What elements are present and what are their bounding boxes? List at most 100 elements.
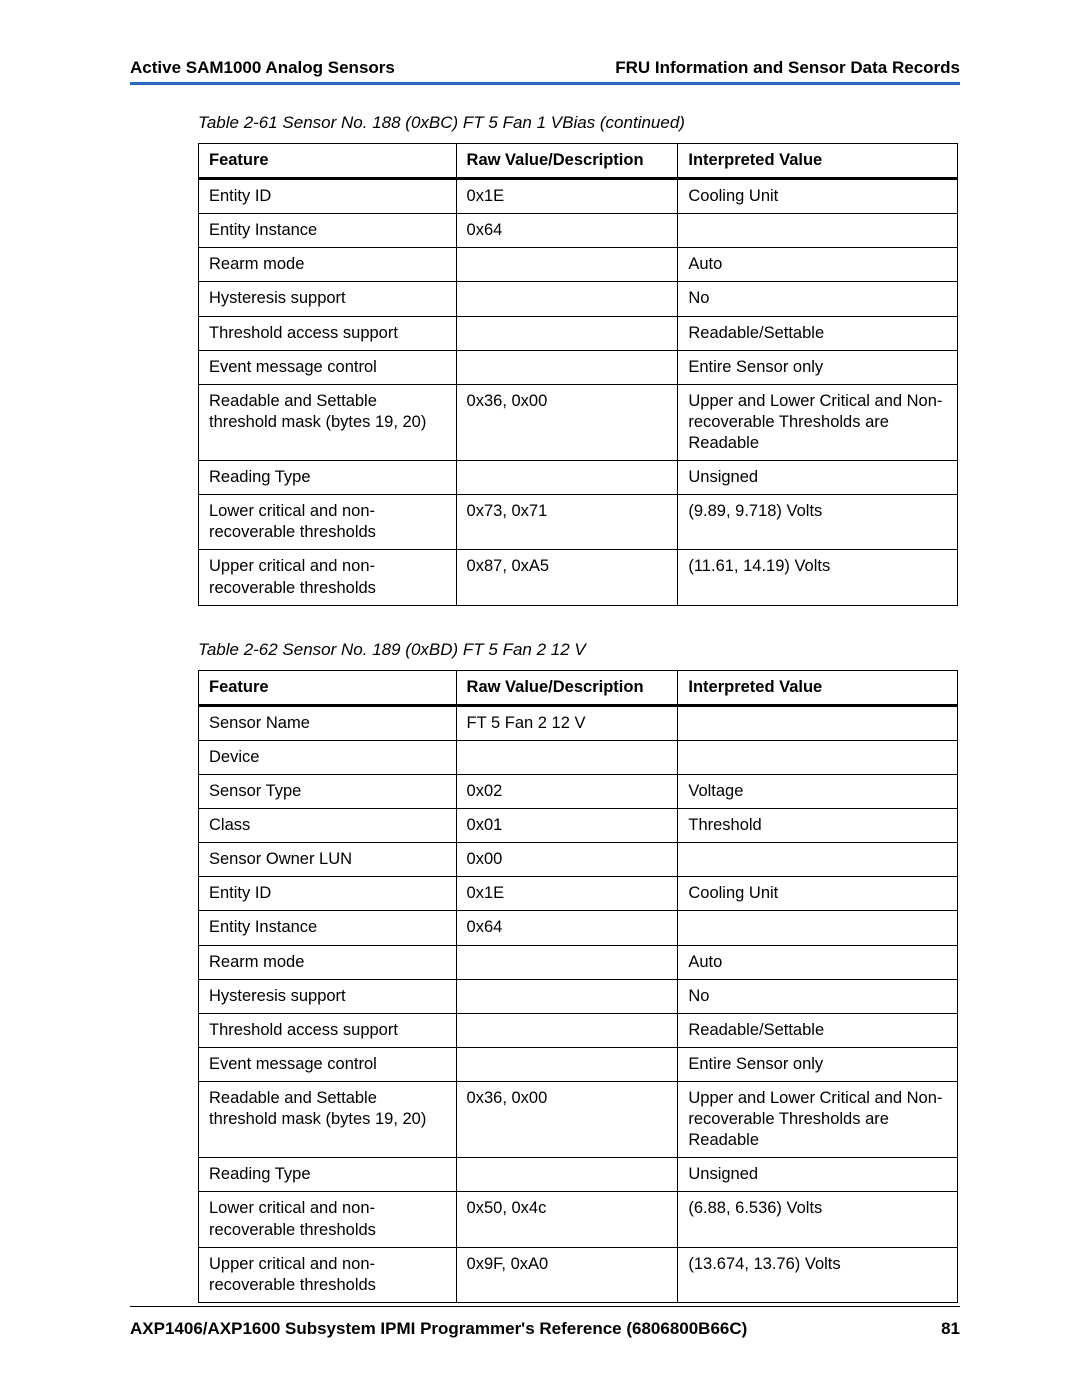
table-row: Rearm mode Auto	[199, 248, 958, 282]
table-cell: 0x1E	[456, 877, 678, 911]
table-cell: (9.89, 9.718) Volts	[678, 495, 958, 550]
header-rule	[130, 82, 960, 85]
footer-left: AXP1406/AXP1600 Subsystem IPMI Programme…	[130, 1319, 747, 1339]
footer-rule	[130, 1306, 960, 1307]
table-cell: Unsigned	[678, 461, 958, 495]
table-cell: Entire Sensor only	[678, 1047, 958, 1081]
table-caption-2: Table 2-62 Sensor No. 189 (0xBD) FT 5 Fa…	[198, 640, 960, 660]
table-cell: Readable/Settable	[678, 1013, 958, 1047]
table-cell: Upper and Lower Critical and Non-recover…	[678, 384, 958, 460]
table-row: Lower critical and non-recoverable thres…	[199, 1192, 958, 1247]
table-cell: Rearm mode	[199, 945, 457, 979]
table-cell: Entity ID	[199, 877, 457, 911]
table-cell: Readable/Settable	[678, 316, 958, 350]
table-cell: Threshold access support	[199, 1013, 457, 1047]
table-cell	[456, 979, 678, 1013]
table-cell: 0x73, 0x71	[456, 495, 678, 550]
table-cell: Lower critical and non-recoverable thres…	[199, 495, 457, 550]
table-cell	[456, 1047, 678, 1081]
table-cell: (11.61, 14.19) Volts	[678, 550, 958, 605]
table-cell	[678, 214, 958, 248]
table-cell	[678, 705, 958, 740]
page-header: Active SAM1000 Analog Sensors FRU Inform…	[130, 58, 960, 78]
table-cell	[456, 248, 678, 282]
footer-page-number: 81	[941, 1319, 960, 1339]
table-row: Threshold access support Readable/Settabl…	[199, 316, 958, 350]
table-cell: Reading Type	[199, 461, 457, 495]
table-cell: Device	[199, 740, 457, 774]
table-row: Entity ID0x1ECooling Unit	[199, 179, 958, 214]
table-cell	[456, 461, 678, 495]
table-row: Sensor NameFT 5 Fan 2 12 V	[199, 705, 958, 740]
table-cell: (13.674, 13.76) Volts	[678, 1247, 958, 1302]
table-cell: No	[678, 979, 958, 1013]
footer-row: AXP1406/AXP1600 Subsystem IPMI Programme…	[130, 1319, 960, 1339]
table-2-body: Sensor NameFT 5 Fan 2 12 VDeviceSensor T…	[199, 705, 958, 1302]
table-cell: Event message control	[199, 1047, 457, 1081]
table-cell	[678, 911, 958, 945]
table-cell: Upper and Lower Critical and Non-recover…	[678, 1081, 958, 1157]
table-cell: 0x64	[456, 214, 678, 248]
table-cell	[456, 350, 678, 384]
table-cell: Lower critical and non-recoverable thres…	[199, 1192, 457, 1247]
table-cell: 0x1E	[456, 179, 678, 214]
table-row: Reading Type Unsigned	[199, 461, 958, 495]
col-feature: Feature	[199, 144, 457, 179]
table-cell: 0x01	[456, 809, 678, 843]
header-left: Active SAM1000 Analog Sensors	[130, 58, 395, 78]
table-cell: Entity ID	[199, 179, 457, 214]
page-footer: AXP1406/AXP1600 Subsystem IPMI Programme…	[130, 1306, 960, 1339]
table-cell: Cooling Unit	[678, 877, 958, 911]
table-cell: Threshold access support	[199, 316, 457, 350]
table-row: Reading TypeUnsigned	[199, 1158, 958, 1192]
header-right: FRU Information and Sensor Data Records	[615, 58, 960, 78]
table-cell: Upper critical and non-recoverable thres…	[199, 1247, 457, 1302]
table-cell: Auto	[678, 248, 958, 282]
table-cell: Auto	[678, 945, 958, 979]
table-row: Upper critical and non-recoverable thres…	[199, 1247, 958, 1302]
col-interpreted: Interpreted Value	[678, 144, 958, 179]
table-header-row: Feature Raw Value/Description Interprete…	[199, 144, 958, 179]
table-cell: Rearm mode	[199, 248, 457, 282]
table-row: Event message control Entire Sensor only	[199, 1047, 958, 1081]
table-row: Readable and Settable threshold mask (by…	[199, 384, 958, 460]
table-row: Rearm mode Auto	[199, 945, 958, 979]
table-cell: Entity Instance	[199, 214, 457, 248]
table-row: Device	[199, 740, 958, 774]
table-cell	[456, 740, 678, 774]
table-row: Threshold access support Readable/Settabl…	[199, 1013, 958, 1047]
table-2: Feature Raw Value/Description Interprete…	[198, 670, 958, 1303]
table-cell	[456, 316, 678, 350]
table-cell: 0x02	[456, 774, 678, 808]
table-row: Readable and Settable threshold mask (by…	[199, 1081, 958, 1157]
table-cell	[456, 1158, 678, 1192]
page-body: Active SAM1000 Analog Sensors FRU Inform…	[0, 0, 1080, 1303]
table-1: Feature Raw Value/Description Interprete…	[198, 143, 958, 606]
col-interpreted: Interpreted Value	[678, 670, 958, 705]
table-cell	[678, 843, 958, 877]
table-1-body: Entity ID0x1ECooling UnitEntity Instance…	[199, 179, 958, 606]
table-cell: 0x9F, 0xA0	[456, 1247, 678, 1302]
table-cell	[456, 1013, 678, 1047]
table-row: Event message controlEntire Sensor only	[199, 350, 958, 384]
table-cell: Event message control	[199, 350, 457, 384]
table-cell: 0x00	[456, 843, 678, 877]
table-cell: (6.88, 6.536) Volts	[678, 1192, 958, 1247]
table-row: Hysteresis supportNo	[199, 282, 958, 316]
table-row: Upper critical and non-recoverable thres…	[199, 550, 958, 605]
table-row: Entity Instance0x64	[199, 214, 958, 248]
table-row: Class0x01Threshold	[199, 809, 958, 843]
table-header-row: Feature Raw Value/Description Interprete…	[199, 670, 958, 705]
table-cell: 0x36, 0x00	[456, 384, 678, 460]
table-cell: FT 5 Fan 2 12 V	[456, 705, 678, 740]
table-row: Hysteresis supportNo	[199, 979, 958, 1013]
table-cell	[456, 945, 678, 979]
table-cell: Sensor Name	[199, 705, 457, 740]
table-cell: 0x36, 0x00	[456, 1081, 678, 1157]
table-cell: Sensor Owner LUN	[199, 843, 457, 877]
table-cell: 0x64	[456, 911, 678, 945]
col-raw: Raw Value/Description	[456, 144, 678, 179]
table-cell	[456, 282, 678, 316]
table-cell: Threshold	[678, 809, 958, 843]
table-cell: 0x87, 0xA5	[456, 550, 678, 605]
